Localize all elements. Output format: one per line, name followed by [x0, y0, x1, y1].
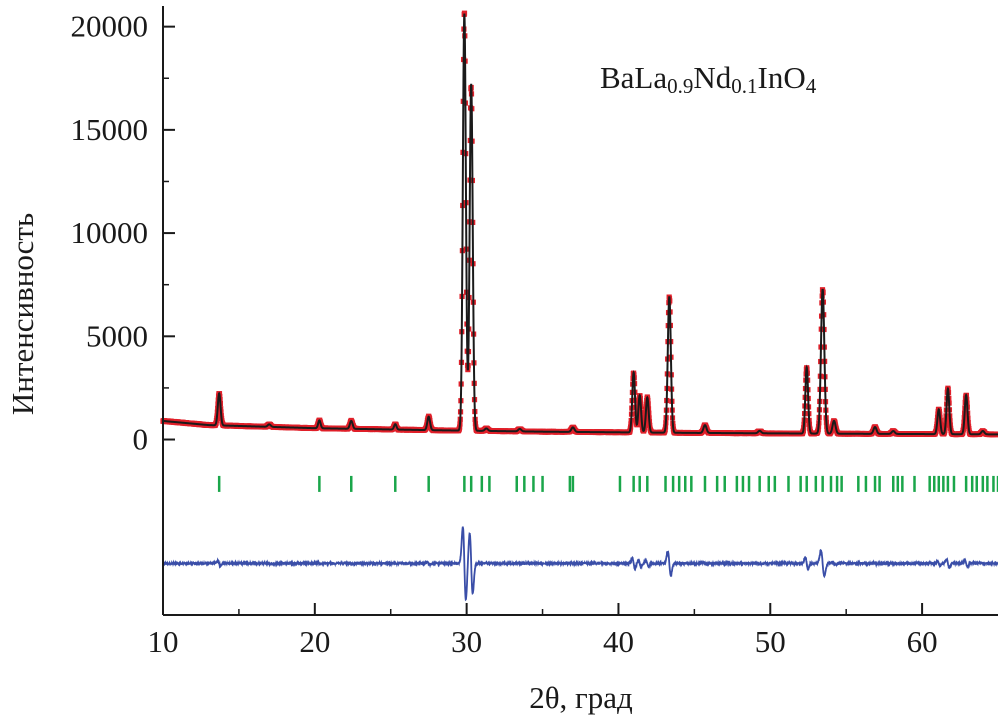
observed-data-layer [160, 10, 998, 438]
formula-subscript: 4 [806, 74, 817, 98]
y-axis-label: Интенсивность [5, 213, 40, 415]
formula-subscript: 0.1 [731, 74, 757, 98]
y-axis-ticks: 0 5000 10000 15000 20000 [71, 9, 175, 457]
y-tick-label: 20000 [71, 9, 149, 44]
x-tick-label: 40 [603, 624, 634, 659]
observed-point [461, 10, 468, 16]
x-tick-label: 50 [755, 624, 786, 659]
y-tick-label: 5000 [86, 318, 148, 353]
difference-curve [162, 526, 998, 602]
difference-curve-layer [162, 526, 998, 602]
x-tick-label: 20 [299, 624, 330, 659]
axes: 10 20 30 40 50 60 0 5000 10000 15000 20000 [71, 6, 998, 659]
x-axis-ticks: 10 20 30 40 50 60 [148, 603, 938, 659]
x-tick-label: 10 [148, 624, 179, 659]
formula-part: BaLa [600, 60, 667, 95]
plot-area [160, 10, 998, 602]
y-tick-label: 15000 [71, 112, 149, 147]
y-tick-label: 10000 [71, 215, 149, 250]
calculated-curve-layer [162, 13, 998, 436]
x-tick-label: 30 [451, 624, 482, 659]
bragg-tick-layer [217, 475, 998, 492]
x-axis-label: 2θ, град [529, 680, 633, 715]
x-tick-label: 60 [907, 624, 938, 659]
y-tick-label: 0 [133, 422, 149, 457]
compound-formula-label: BaLa0.9Nd0.1InO4 [600, 60, 817, 98]
formula-subscript: 0.9 [667, 74, 693, 98]
formula-part: Nd [693, 60, 731, 95]
formula-part: InO [758, 60, 806, 95]
calculated-curve [162, 13, 998, 436]
